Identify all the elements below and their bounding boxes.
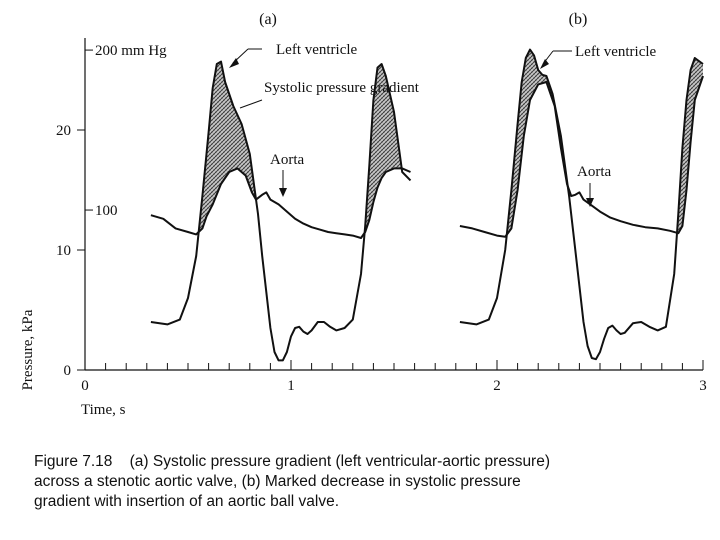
axes-group: 0 1 2 3 0 10 20 100 200 mm Hg Time, s Pressure, kP… bbox=[20, 38, 707, 418]
annotation-aorta-b: Aorta bbox=[577, 164, 611, 180]
arrowhead-lv-b bbox=[540, 59, 549, 69]
caption-line-1: Figure 7.18 (a) Systolic pressure gradie… bbox=[34, 453, 551, 470]
panel-label-a: (a) bbox=[259, 11, 277, 28]
arrowhead-aorta-a bbox=[279, 188, 287, 197]
aorta-curve-b bbox=[459, 75, 704, 238]
annotation-gradient-line1: Systolic pressure gradient bbox=[264, 80, 420, 96]
annotation-labels: (a) (b) Left ventricle Systolic pressure… bbox=[229, 11, 657, 207]
x-tick-label: 3 bbox=[699, 378, 707, 394]
y-tick-label: 20 bbox=[56, 123, 71, 139]
gradient-fills bbox=[199, 49, 703, 234]
y-tick-label: 10 bbox=[56, 243, 71, 259]
x-tick-label: 2 bbox=[493, 378, 501, 394]
mmhg-tick-label: 100 bbox=[95, 203, 118, 219]
left-ventricle-curve-a bbox=[150, 60, 412, 362]
caption-line-2: across a stenotic aortic valve, (b) Mark… bbox=[34, 473, 521, 490]
x-tick-label: 1 bbox=[287, 378, 295, 394]
annotation-left-ventricle-b: Left ventricle bbox=[575, 44, 657, 60]
annotation-left-ventricle-a: Left ventricle bbox=[276, 42, 358, 58]
y-axis-label: Pressure, kPa bbox=[20, 309, 36, 390]
systolic-gradient-area bbox=[199, 61, 255, 232]
annotation-aorta-a: Aorta bbox=[270, 152, 304, 168]
leader-line-gradient bbox=[239, 99, 263, 109]
caption-line-3: gradient with insertion of an aortic bal… bbox=[34, 493, 339, 510]
x-tick-label: 0 bbox=[81, 378, 89, 394]
aorta-curve-a bbox=[150, 167, 411, 239]
left-ventricle-curve-b bbox=[459, 48, 704, 361]
figure-caption: Figure 7.18 (a) Systolic pressure gradie… bbox=[34, 452, 704, 512]
pressure-curves bbox=[150, 48, 704, 362]
pressure-chart: 0 1 2 3 0 10 20 100 200 mm Hg Time, s Pressure, kP… bbox=[20, 11, 707, 418]
x-axis-label: Time, s bbox=[81, 402, 126, 418]
mmhg-tick-label: 200 mm Hg bbox=[95, 43, 167, 59]
arrowhead-lv-a bbox=[229, 58, 239, 68]
arrowhead-aorta-b bbox=[586, 198, 594, 207]
panel-label-b: (b) bbox=[569, 11, 588, 28]
y-tick-label: 0 bbox=[64, 363, 72, 379]
